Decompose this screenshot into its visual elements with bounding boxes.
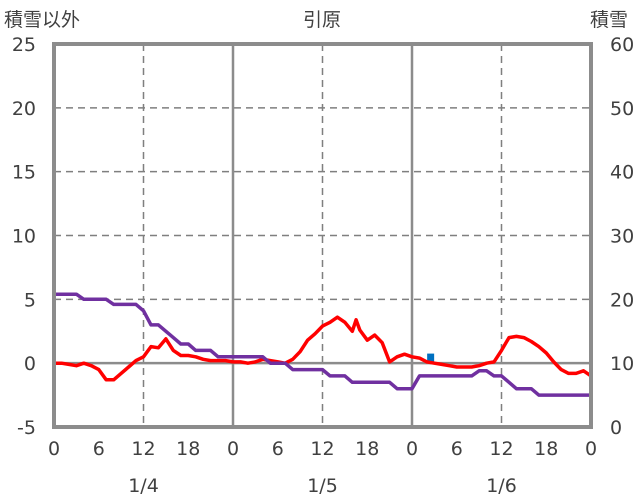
right-tick-label: 60: [610, 34, 634, 56]
left-tick-label: 0: [24, 353, 36, 375]
plot-frame: [52, 42, 593, 429]
date-label: 1/5: [307, 475, 338, 497]
x-tick-label: 6: [272, 438, 284, 460]
right-tick-label: 20: [610, 289, 634, 311]
left-tick-label: 25: [12, 34, 36, 56]
x-tick-label: 6: [451, 438, 463, 460]
x-tick-label: 12: [310, 438, 334, 460]
x-tick-label: 18: [355, 438, 379, 460]
left-tick-label: 15: [12, 162, 36, 184]
date-labels: 1/4 1/5 1/6: [128, 475, 517, 497]
x-tick-label: 12: [131, 438, 155, 460]
left-tick-label: -5: [17, 417, 36, 439]
right-tick-label: 10: [610, 353, 634, 375]
right-tick-label: 30: [610, 226, 634, 248]
left-tick-label: 20: [12, 98, 36, 120]
x-tick-label: 0: [406, 438, 418, 460]
x-tick-label: 0: [227, 438, 239, 460]
snow-bars: [427, 353, 435, 364]
x-tick-label: 0: [585, 438, 597, 460]
left-axis-title: 積雪以外: [4, 9, 80, 31]
left-axis-ticks: -5 0 5 10 15 20 25: [12, 34, 36, 439]
x-axis-ticks: 0 6 12 18 0 6 12 18 0 6 12 18 0: [48, 438, 597, 460]
series-line-2: [52, 292, 593, 397]
series-lines: [52, 292, 593, 397]
right-axis-ticks: 0 10 20 30 40 50 60: [610, 34, 634, 439]
chart-title: 引原: [303, 9, 341, 31]
grid-lines: [54, 44, 591, 427]
series-line-1: [52, 315, 593, 382]
x-tick-label: 0: [48, 438, 60, 460]
x-tick-label: 18: [534, 438, 558, 460]
x-tick-label: 18: [176, 438, 200, 460]
date-label: 1/4: [128, 475, 159, 497]
left-tick-label: 10: [12, 226, 36, 248]
x-tick-label: 6: [93, 438, 105, 460]
right-axis-title: 積雪: [590, 9, 628, 31]
right-tick-label: 50: [610, 98, 634, 120]
snow-depth-bar: [427, 353, 435, 364]
x-tick-label: 12: [489, 438, 513, 460]
date-label: 1/6: [486, 475, 517, 497]
right-tick-label: 40: [610, 162, 634, 184]
left-tick-label: 5: [24, 289, 36, 311]
right-tick-label: 0: [610, 417, 622, 439]
